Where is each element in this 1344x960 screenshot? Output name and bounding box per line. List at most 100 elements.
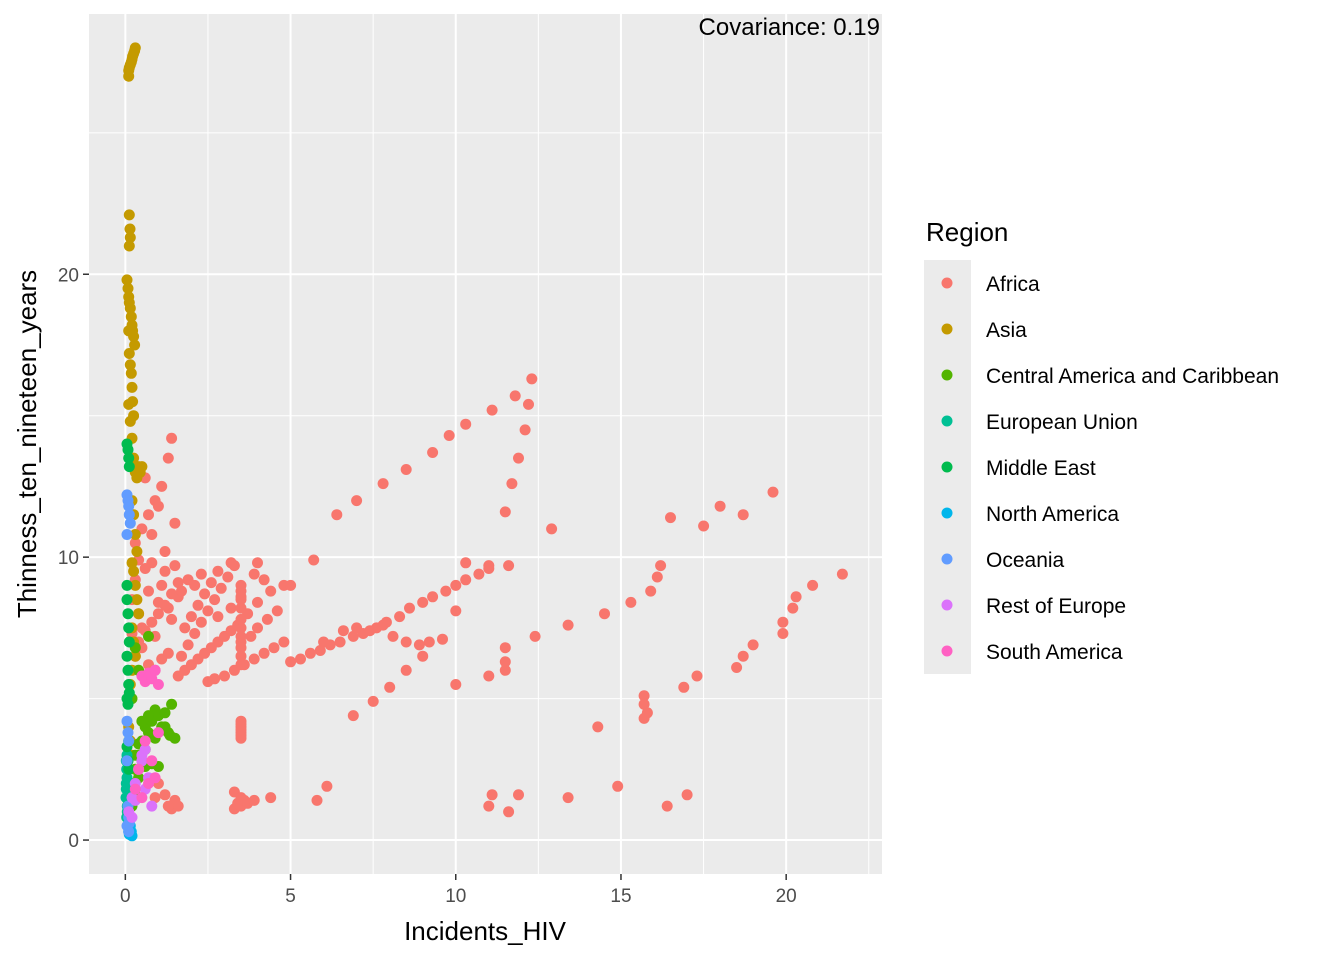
data-point	[265, 585, 277, 597]
data-point	[199, 588, 211, 600]
data-point	[235, 718, 247, 730]
data-point	[169, 517, 181, 529]
data-point	[252, 557, 263, 569]
data-point	[124, 359, 136, 371]
data-point	[122, 698, 134, 710]
data-point	[404, 602, 415, 614]
y-axis-title: Thinness_ten_nineteen_years	[12, 270, 42, 618]
data-point	[285, 579, 297, 591]
data-point	[162, 647, 174, 659]
y-tick-label: 10	[58, 548, 79, 569]
data-point	[121, 594, 133, 606]
data-point	[351, 495, 363, 507]
data-point	[460, 557, 472, 569]
legend-key	[941, 461, 953, 473]
data-point	[311, 794, 323, 806]
plot-panel	[89, 14, 882, 874]
data-point	[427, 447, 439, 458]
data-point	[225, 602, 237, 614]
x-tick-label: 15	[610, 886, 631, 907]
data-point	[503, 560, 515, 572]
data-point	[126, 811, 138, 823]
legend-items: Africa Asia Central America and Caribbean E…	[941, 273, 1279, 664]
legend-label: Asia	[986, 319, 1027, 342]
data-point	[164, 729, 176, 741]
data-point	[678, 681, 690, 693]
data-point	[691, 670, 703, 682]
data-point	[123, 348, 135, 359]
data-point	[166, 432, 178, 444]
data-point	[235, 650, 247, 662]
data-point	[123, 826, 135, 838]
data-point	[258, 647, 270, 659]
data-point	[225, 557, 237, 569]
data-point	[427, 591, 439, 603]
data-point	[714, 500, 726, 512]
data-point	[807, 579, 819, 591]
data-point	[423, 636, 435, 648]
x-tick-label: 0	[120, 886, 131, 907]
data-point	[149, 792, 161, 804]
data-point	[162, 800, 174, 812]
data-point	[314, 645, 326, 656]
data-point	[258, 574, 270, 586]
legend-key	[941, 645, 953, 657]
data-point	[248, 568, 260, 580]
data-point	[387, 630, 399, 642]
legend-label: North America	[986, 503, 1119, 526]
data-point	[268, 642, 280, 654]
data-point	[129, 339, 141, 351]
data-point	[152, 500, 164, 512]
data-point	[460, 574, 472, 586]
data-point	[417, 650, 429, 662]
data-point	[121, 274, 133, 286]
data-point	[473, 568, 485, 580]
data-point	[377, 619, 389, 631]
data-point	[450, 605, 462, 617]
data-point	[417, 596, 429, 608]
data-point	[235, 585, 247, 597]
data-point	[152, 679, 164, 690]
legend-title: Region	[926, 217, 1008, 247]
data-point	[318, 636, 330, 648]
data-point	[235, 602, 247, 614]
legend-label: South America	[986, 641, 1123, 664]
data-point	[124, 302, 136, 314]
x-tick-label: 5	[285, 886, 296, 907]
x-tick-label: 10	[445, 886, 466, 907]
data-point	[367, 695, 379, 707]
data-point	[124, 415, 136, 427]
data-point	[185, 611, 197, 623]
data-point	[483, 560, 495, 572]
data-point	[506, 478, 518, 490]
data-point	[767, 486, 779, 498]
legend-label: Central America and Caribbean	[986, 365, 1279, 388]
data-point	[129, 650, 141, 662]
data-point	[121, 755, 133, 767]
data-point	[126, 381, 138, 393]
data-point	[252, 622, 263, 634]
data-point	[166, 588, 178, 600]
data-point	[245, 630, 257, 642]
data-point	[641, 707, 653, 719]
data-point	[123, 461, 135, 473]
data-point	[156, 480, 168, 492]
data-point	[192, 599, 204, 611]
data-point	[483, 800, 495, 812]
data-point	[152, 727, 164, 739]
data-point	[121, 529, 133, 540]
data-point	[271, 605, 283, 617]
data-point	[252, 596, 263, 608]
data-point	[562, 792, 574, 804]
data-point	[261, 613, 273, 625]
data-point	[122, 444, 134, 456]
data-point	[176, 650, 187, 662]
data-point	[131, 546, 143, 557]
data-point	[625, 596, 637, 608]
data-point	[209, 594, 221, 606]
data-point	[202, 605, 214, 617]
data-point	[182, 639, 194, 651]
data-point	[133, 608, 145, 620]
data-point	[655, 560, 667, 572]
data-point	[265, 792, 277, 804]
